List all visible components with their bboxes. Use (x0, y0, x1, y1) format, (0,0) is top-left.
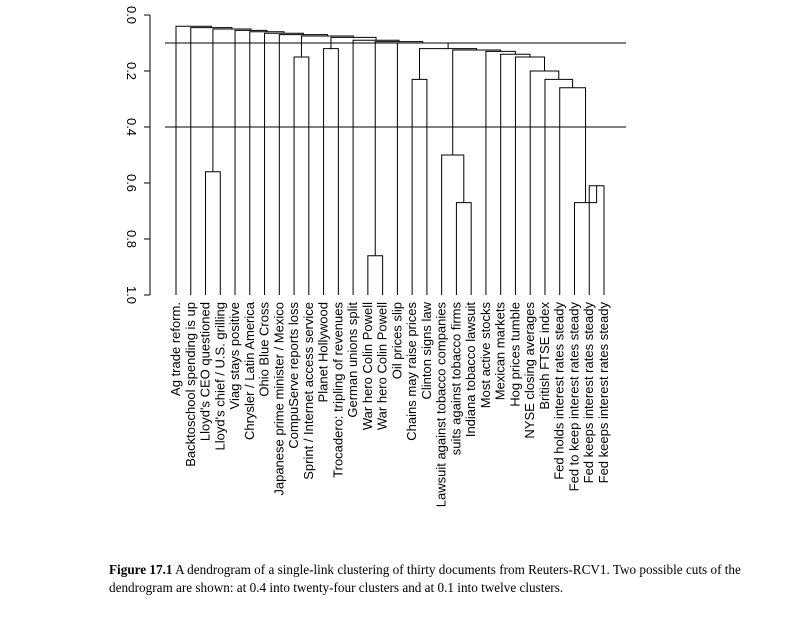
y-tick-label: 0.8 (124, 230, 139, 248)
leaf-label: Indiana tobacco lawsuit (463, 302, 478, 438)
leaf-label: Lloyd's CEO questioned (198, 302, 213, 441)
leaf-label: Ohio Blue Cross (257, 302, 272, 397)
dendrogram-link (175, 25, 212, 295)
dendrogram-link (323, 48, 339, 295)
y-tick-label: 0.0 (124, 6, 139, 24)
dendrogram-link (544, 78, 574, 295)
leaf-label: Japanese prime minister / Mexico (271, 302, 286, 496)
leaf-label: War hero Colin Powell (375, 302, 390, 430)
leaf-label: Most active stocks (478, 302, 493, 409)
y-tick-label: 1.0 (124, 286, 139, 304)
dendrogram-link (205, 171, 221, 295)
leaf-label: German unions split (345, 302, 360, 418)
leaf-label: Trocadero: tripling of revenues (330, 302, 345, 478)
leaf-label: British FTSE index (537, 302, 552, 410)
y-tick-label: 0.6 (124, 174, 139, 192)
leaf-label: CompuServe reports loss (286, 302, 301, 449)
dendrogram-link (441, 154, 465, 295)
dendrogram-link (190, 27, 233, 295)
dendrogram-chart: 0.0 0.2 0.4 0.6 0.8 1.0 Ag trade reform. Backto… (124, 6, 626, 508)
dendrogram-link (411, 78, 428, 295)
dendrogram-link (293, 56, 310, 295)
leaf-label: Hog prices tumble (507, 302, 522, 407)
dendrogram-link (264, 32, 304, 295)
leaf-label: Lloyd's chief / U.S. grilling (212, 302, 227, 450)
dendrogram-link (374, 41, 424, 256)
dendrogram-link (352, 39, 400, 295)
dendrogram-link (300, 35, 355, 57)
leaf-label: Planet Hollywood (316, 302, 331, 402)
y-tick-label: 0.4 (124, 118, 139, 136)
figure-caption-text: A dendrogram of a single-link clustering… (109, 562, 741, 595)
dendrogram-link (278, 34, 328, 295)
dendrogram-link (452, 49, 502, 155)
leaf-label: Fed keeps interest rates steady (596, 302, 611, 484)
leaf-label: Backtoschool spending is up (183, 302, 198, 467)
dendrogram-link (367, 255, 384, 295)
leaf-label: Chains may raise prices (404, 302, 419, 441)
leaf-label: Lawsuit against tobacco companies (434, 302, 449, 508)
leaf-label: Ag trade reform. (168, 302, 183, 396)
dendrogram-link (559, 87, 587, 295)
leaf-label: NYSE closing averages (522, 302, 537, 439)
dendrogram-link (212, 28, 252, 172)
leaf-label: Fed keeps interest rates steady (581, 302, 596, 484)
leaf-label: War hero Colin Powell (360, 302, 375, 430)
dendrogram-link (396, 42, 449, 295)
leaf-label: Fed holds interest rates steady (552, 302, 567, 480)
dendrogram-link (419, 48, 478, 80)
leaf-label: suits against tobacco firms (448, 302, 463, 456)
dendrogram-link (455, 202, 472, 295)
y-tick-label: 0.2 (124, 62, 139, 80)
leaf-label: Oil prices slip (389, 302, 404, 379)
figure-caption-label: Figure 17.1 (109, 562, 173, 577)
leaf-label: Chrysler / Latin America (242, 301, 257, 440)
leaf-label: Viag stays positive (227, 302, 242, 409)
leaf-label: Fed to keep interest rates steady (566, 302, 581, 492)
leaf-label: Mexican markets (493, 302, 508, 401)
leaf-label: Sprint / Internet access service (301, 302, 316, 480)
figure-caption: Figure 17.1 A dendrogram of a single-lin… (109, 561, 769, 597)
leaf-label: Clinton signs law (419, 301, 434, 399)
dendrogram-link (234, 29, 268, 295)
